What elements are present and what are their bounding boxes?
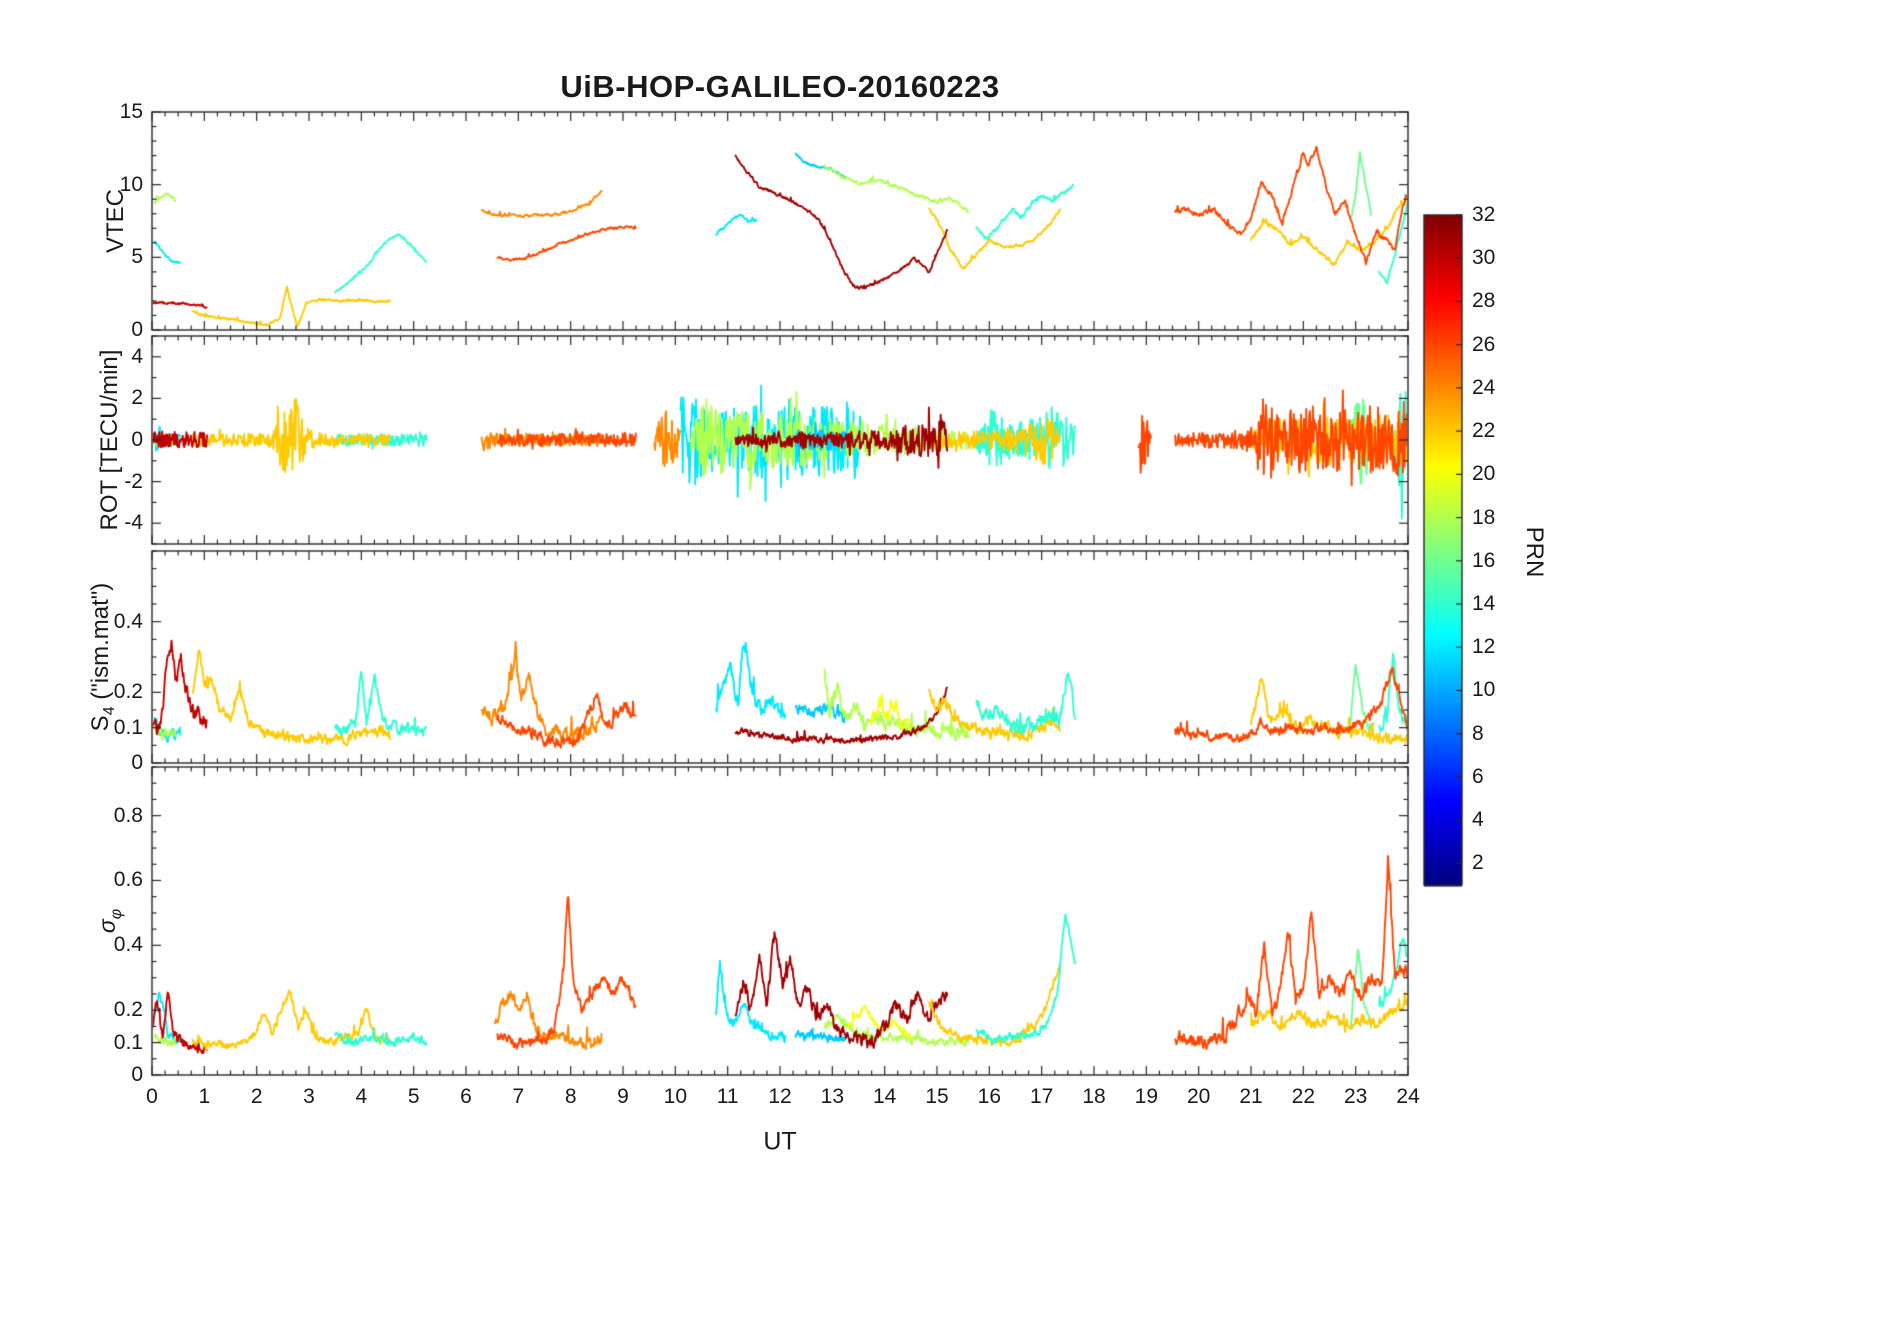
- x-tick-label: 4: [355, 1085, 368, 1108]
- colorbar-tick-label: 10: [1472, 678, 1496, 702]
- y-tick-label: 0.2: [113, 680, 143, 704]
- sigma-label-main: σ: [94, 919, 121, 934]
- x-tick-label: 6: [460, 1085, 472, 1108]
- x-tick-label: 0: [146, 1085, 158, 1108]
- x-tick-label: 19: [1134, 1085, 1159, 1108]
- y-tick-label: 10: [119, 172, 143, 196]
- x-tick-label: 9: [617, 1085, 629, 1108]
- x-tick-label: 5: [407, 1085, 420, 1108]
- x-tick-label: 2: [250, 1085, 263, 1108]
- colorbar-tick-label: 22: [1472, 419, 1496, 443]
- y-axis-label-s4: S4 ("ism.mat"): [87, 583, 119, 732]
- x-axis-label: UT: [763, 1127, 797, 1156]
- y-tick-label: 2: [131, 386, 143, 410]
- y-tick-label: 0.4: [113, 609, 143, 633]
- y-tick-label: 0: [131, 318, 143, 341]
- y-tick-label: 0.4: [113, 933, 143, 957]
- x-tick-label: 13: [820, 1085, 845, 1108]
- colorbar-label: PRN: [1521, 526, 1548, 578]
- y-tick-label: 0.2: [113, 998, 143, 1022]
- x-tick-label: 23: [1343, 1085, 1368, 1108]
- x-tick-label: 24: [1396, 1085, 1420, 1108]
- colorbar-tick-label: 4: [1472, 808, 1484, 832]
- x-tick-label: 1: [198, 1085, 211, 1108]
- x-tick-label: 21: [1239, 1085, 1263, 1108]
- colorbar-tick-label: 20: [1472, 462, 1496, 486]
- colorbar-tick-label: 2: [1472, 851, 1484, 875]
- y-tick-label: 0.8: [113, 803, 143, 827]
- colorbar-tick-label: 32: [1472, 203, 1496, 226]
- x-tick-label: 18: [1082, 1085, 1106, 1108]
- x-tick-label: 7: [512, 1085, 525, 1108]
- y-tick-label: -2: [124, 469, 143, 493]
- x-tick-label: 17: [1029, 1085, 1054, 1108]
- x-tick-label: 14: [872, 1085, 897, 1108]
- colorbar-tick-label: 6: [1472, 764, 1484, 788]
- x-tick-label: 10: [663, 1085, 688, 1108]
- y-tick-label: 0.1: [113, 1030, 143, 1054]
- y-tick-label: 15: [119, 100, 143, 123]
- y-tick-label: 4: [131, 344, 143, 368]
- s4-label-main: S: [87, 715, 115, 732]
- x-tick-label: 8: [564, 1085, 577, 1108]
- chart-title: UiB-HOP-GALILEO-20160223: [560, 69, 1000, 104]
- x-tick-label: 22: [1291, 1085, 1316, 1108]
- s4-label-suffix: ("ism.mat"): [87, 582, 115, 707]
- y-tick-label: 0: [131, 428, 143, 451]
- x-tick-label: 11: [716, 1085, 739, 1108]
- y-axis-label-vtec: VTEC: [102, 188, 129, 254]
- s4-label-sub: 4: [100, 706, 118, 716]
- sigma-label-sub: φ: [107, 908, 125, 920]
- colorbar-tick-label: 28: [1472, 289, 1496, 313]
- colorbar-tick-label: 14: [1472, 592, 1496, 616]
- y-tick-label: 0: [131, 751, 143, 774]
- y-tick-label: -4: [124, 511, 143, 535]
- x-tick-label: 20: [1186, 1085, 1211, 1108]
- x-tick-label: 3: [303, 1085, 315, 1108]
- y-tick-label: 0.6: [113, 868, 143, 892]
- colorbar-tick-label: 26: [1472, 332, 1496, 356]
- y-tick-label: 0: [131, 1063, 143, 1086]
- y-axis-label-rot: ROT [TECU/min]: [96, 349, 123, 531]
- x-tick-label: 12: [768, 1085, 792, 1108]
- y-tick-label: 5: [131, 245, 143, 269]
- colorbar-tick-label: 18: [1472, 505, 1496, 529]
- colorbar-tick-label: 8: [1472, 721, 1484, 745]
- colorbar-tick-label: 24: [1472, 375, 1496, 399]
- x-tick-label: 16: [977, 1085, 1002, 1108]
- colorbar-tick-label: 30: [1472, 246, 1496, 270]
- y-axis-label-sigma-phi: σφ: [94, 909, 126, 933]
- colorbar-tick-label: 12: [1472, 635, 1496, 659]
- x-tick-label: 15: [925, 1085, 949, 1108]
- colorbar-tick-label: 16: [1472, 548, 1496, 572]
- y-tick-label: 0.1: [113, 715, 143, 739]
